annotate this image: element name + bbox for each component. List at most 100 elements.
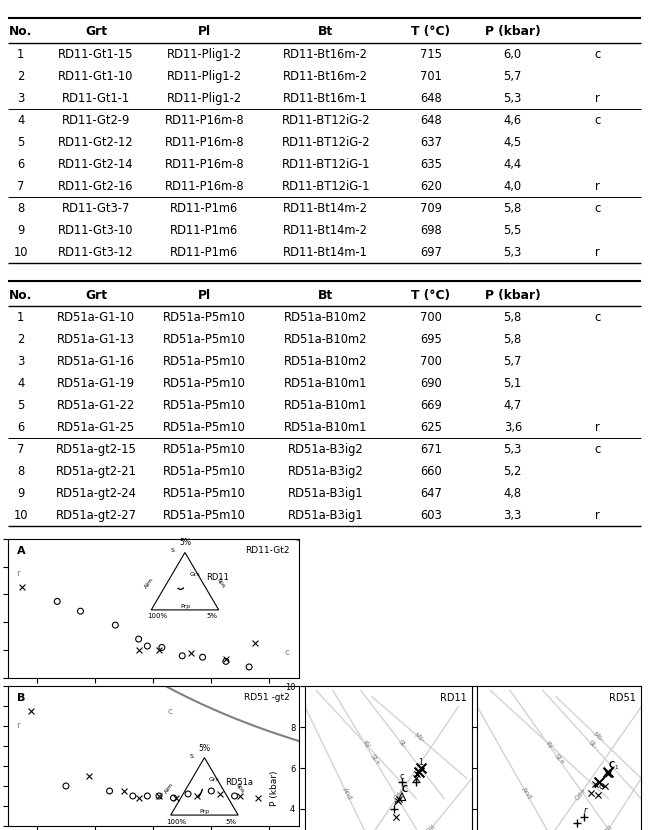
Point bbox=[393, 794, 404, 808]
Text: 4: 4 bbox=[17, 377, 25, 390]
Text: 669: 669 bbox=[420, 398, 442, 412]
Text: RD11-Gt3-7: RD11-Gt3-7 bbox=[62, 202, 130, 215]
Point bbox=[168, 791, 178, 804]
Text: RD11-Gt2-14: RD11-Gt2-14 bbox=[58, 158, 134, 171]
Text: r: r bbox=[594, 91, 600, 105]
Text: 4,8: 4,8 bbox=[504, 486, 522, 500]
Text: 5,7: 5,7 bbox=[504, 70, 522, 83]
Text: 1: 1 bbox=[418, 758, 423, 767]
Text: Pl: Pl bbox=[198, 26, 211, 38]
Text: RD11: RD11 bbox=[206, 573, 229, 582]
Text: c: c bbox=[594, 442, 600, 456]
Point bbox=[229, 789, 239, 803]
Text: RD11-Gt2-16: RD11-Gt2-16 bbox=[58, 179, 134, 193]
Point bbox=[154, 789, 164, 803]
Text: 5,3: 5,3 bbox=[504, 246, 522, 259]
Text: 5%: 5% bbox=[206, 613, 217, 619]
Text: c: c bbox=[594, 310, 600, 324]
Text: RD51a-gt2-15: RD51a-gt2-15 bbox=[56, 442, 136, 456]
Text: c: c bbox=[594, 202, 600, 215]
Text: RD11-Bt16m-1: RD11-Bt16m-1 bbox=[284, 91, 368, 105]
Text: 700: 700 bbox=[420, 354, 442, 368]
Text: RD51a-B3ig1: RD51a-B3ig1 bbox=[288, 509, 363, 522]
Text: 625: 625 bbox=[420, 421, 442, 434]
Text: c: c bbox=[594, 114, 600, 127]
Text: 6: 6 bbox=[17, 421, 25, 434]
Text: 1: 1 bbox=[17, 310, 25, 324]
Text: T (°C): T (°C) bbox=[411, 26, 450, 38]
Text: 6,0: 6,0 bbox=[504, 47, 522, 61]
Text: 100%: 100% bbox=[166, 818, 187, 825]
Text: RD51a-G1-22: RD51a-G1-22 bbox=[57, 398, 135, 412]
Text: RD51: RD51 bbox=[609, 692, 636, 702]
Point bbox=[410, 776, 421, 789]
Text: 5,2: 5,2 bbox=[504, 465, 522, 478]
Point bbox=[602, 765, 612, 779]
Text: r: r bbox=[584, 806, 587, 815]
Text: RD51a-B10m2: RD51a-B10m2 bbox=[284, 310, 367, 324]
Text: S: S bbox=[190, 754, 193, 759]
Text: RD11-P16m-8: RD11-P16m-8 bbox=[165, 135, 244, 149]
Text: Sill: Sill bbox=[424, 823, 436, 830]
Text: RD51a-gt2-24: RD51a-gt2-24 bbox=[56, 486, 136, 500]
Text: 7: 7 bbox=[17, 179, 25, 193]
Text: RD11-BT12iG-2: RD11-BT12iG-2 bbox=[282, 114, 370, 127]
Point bbox=[250, 637, 260, 650]
Text: Grt: Grt bbox=[85, 289, 107, 301]
Text: 5,1: 5,1 bbox=[504, 377, 522, 390]
Text: RD11-Bt16m-2: RD11-Bt16m-2 bbox=[284, 47, 368, 61]
Point bbox=[142, 639, 153, 652]
Text: RD11-Plig1-2: RD11-Plig1-2 bbox=[167, 70, 242, 83]
Text: 10: 10 bbox=[14, 246, 28, 259]
Text: St-: St- bbox=[587, 740, 598, 750]
Text: T (°C): T (°C) bbox=[411, 289, 450, 301]
Text: 3: 3 bbox=[17, 354, 25, 368]
Text: 4,5: 4,5 bbox=[504, 135, 522, 149]
Text: 4: 4 bbox=[17, 114, 25, 127]
Point bbox=[411, 768, 422, 781]
Text: RD51a-P5m10: RD51a-P5m10 bbox=[163, 465, 246, 478]
Text: RD51a-P5m10: RD51a-P5m10 bbox=[163, 377, 246, 390]
Point bbox=[221, 655, 231, 668]
Text: RD51a-P5m10: RD51a-P5m10 bbox=[163, 398, 246, 412]
Text: r: r bbox=[394, 798, 398, 808]
Point bbox=[590, 778, 600, 791]
Text: RD51a-B10m2: RD51a-B10m2 bbox=[284, 354, 367, 368]
Text: 709: 709 bbox=[420, 202, 442, 215]
Text: RD51 -gt2: RD51 -gt2 bbox=[244, 693, 290, 702]
Text: 5,8: 5,8 bbox=[504, 310, 522, 324]
Point bbox=[191, 789, 202, 803]
Text: RD51a: RD51a bbox=[226, 779, 254, 788]
Point bbox=[197, 651, 208, 664]
Point bbox=[119, 784, 129, 798]
Text: 5%: 5% bbox=[179, 539, 191, 548]
Text: r: r bbox=[594, 179, 600, 193]
Text: RD11-Gt1-15: RD11-Gt1-15 bbox=[58, 47, 134, 61]
Text: RD51a-P5m10: RD51a-P5m10 bbox=[163, 421, 246, 434]
Point bbox=[104, 784, 115, 798]
Point bbox=[397, 776, 407, 789]
Text: 647: 647 bbox=[420, 486, 442, 500]
Point bbox=[221, 652, 231, 665]
Point bbox=[61, 779, 71, 793]
Text: 7: 7 bbox=[17, 442, 25, 456]
Text: RD11-P1m6: RD11-P1m6 bbox=[170, 202, 239, 215]
Point bbox=[244, 661, 254, 674]
Text: Ky: Ky bbox=[545, 740, 554, 749]
Text: 648: 648 bbox=[420, 114, 442, 127]
Text: r: r bbox=[594, 421, 600, 434]
Text: 10: 10 bbox=[14, 509, 28, 522]
Text: 4,4: 4,4 bbox=[504, 158, 522, 171]
Point bbox=[84, 769, 94, 783]
Text: RD51a-P5m10: RD51a-P5m10 bbox=[163, 442, 246, 456]
Text: 697: 697 bbox=[420, 246, 442, 259]
Point bbox=[110, 618, 121, 632]
Text: RD11-Bt14m-1: RD11-Bt14m-1 bbox=[284, 246, 368, 259]
Text: RD51a-B10m1: RD51a-B10m1 bbox=[284, 377, 367, 390]
Text: 620: 620 bbox=[420, 179, 442, 193]
Text: 4,6: 4,6 bbox=[504, 114, 522, 127]
Text: Bt: Bt bbox=[318, 289, 334, 301]
Text: RD11-Gt2-9: RD11-Gt2-9 bbox=[62, 114, 130, 127]
Text: 671: 671 bbox=[420, 442, 442, 456]
Text: S: S bbox=[171, 549, 174, 554]
